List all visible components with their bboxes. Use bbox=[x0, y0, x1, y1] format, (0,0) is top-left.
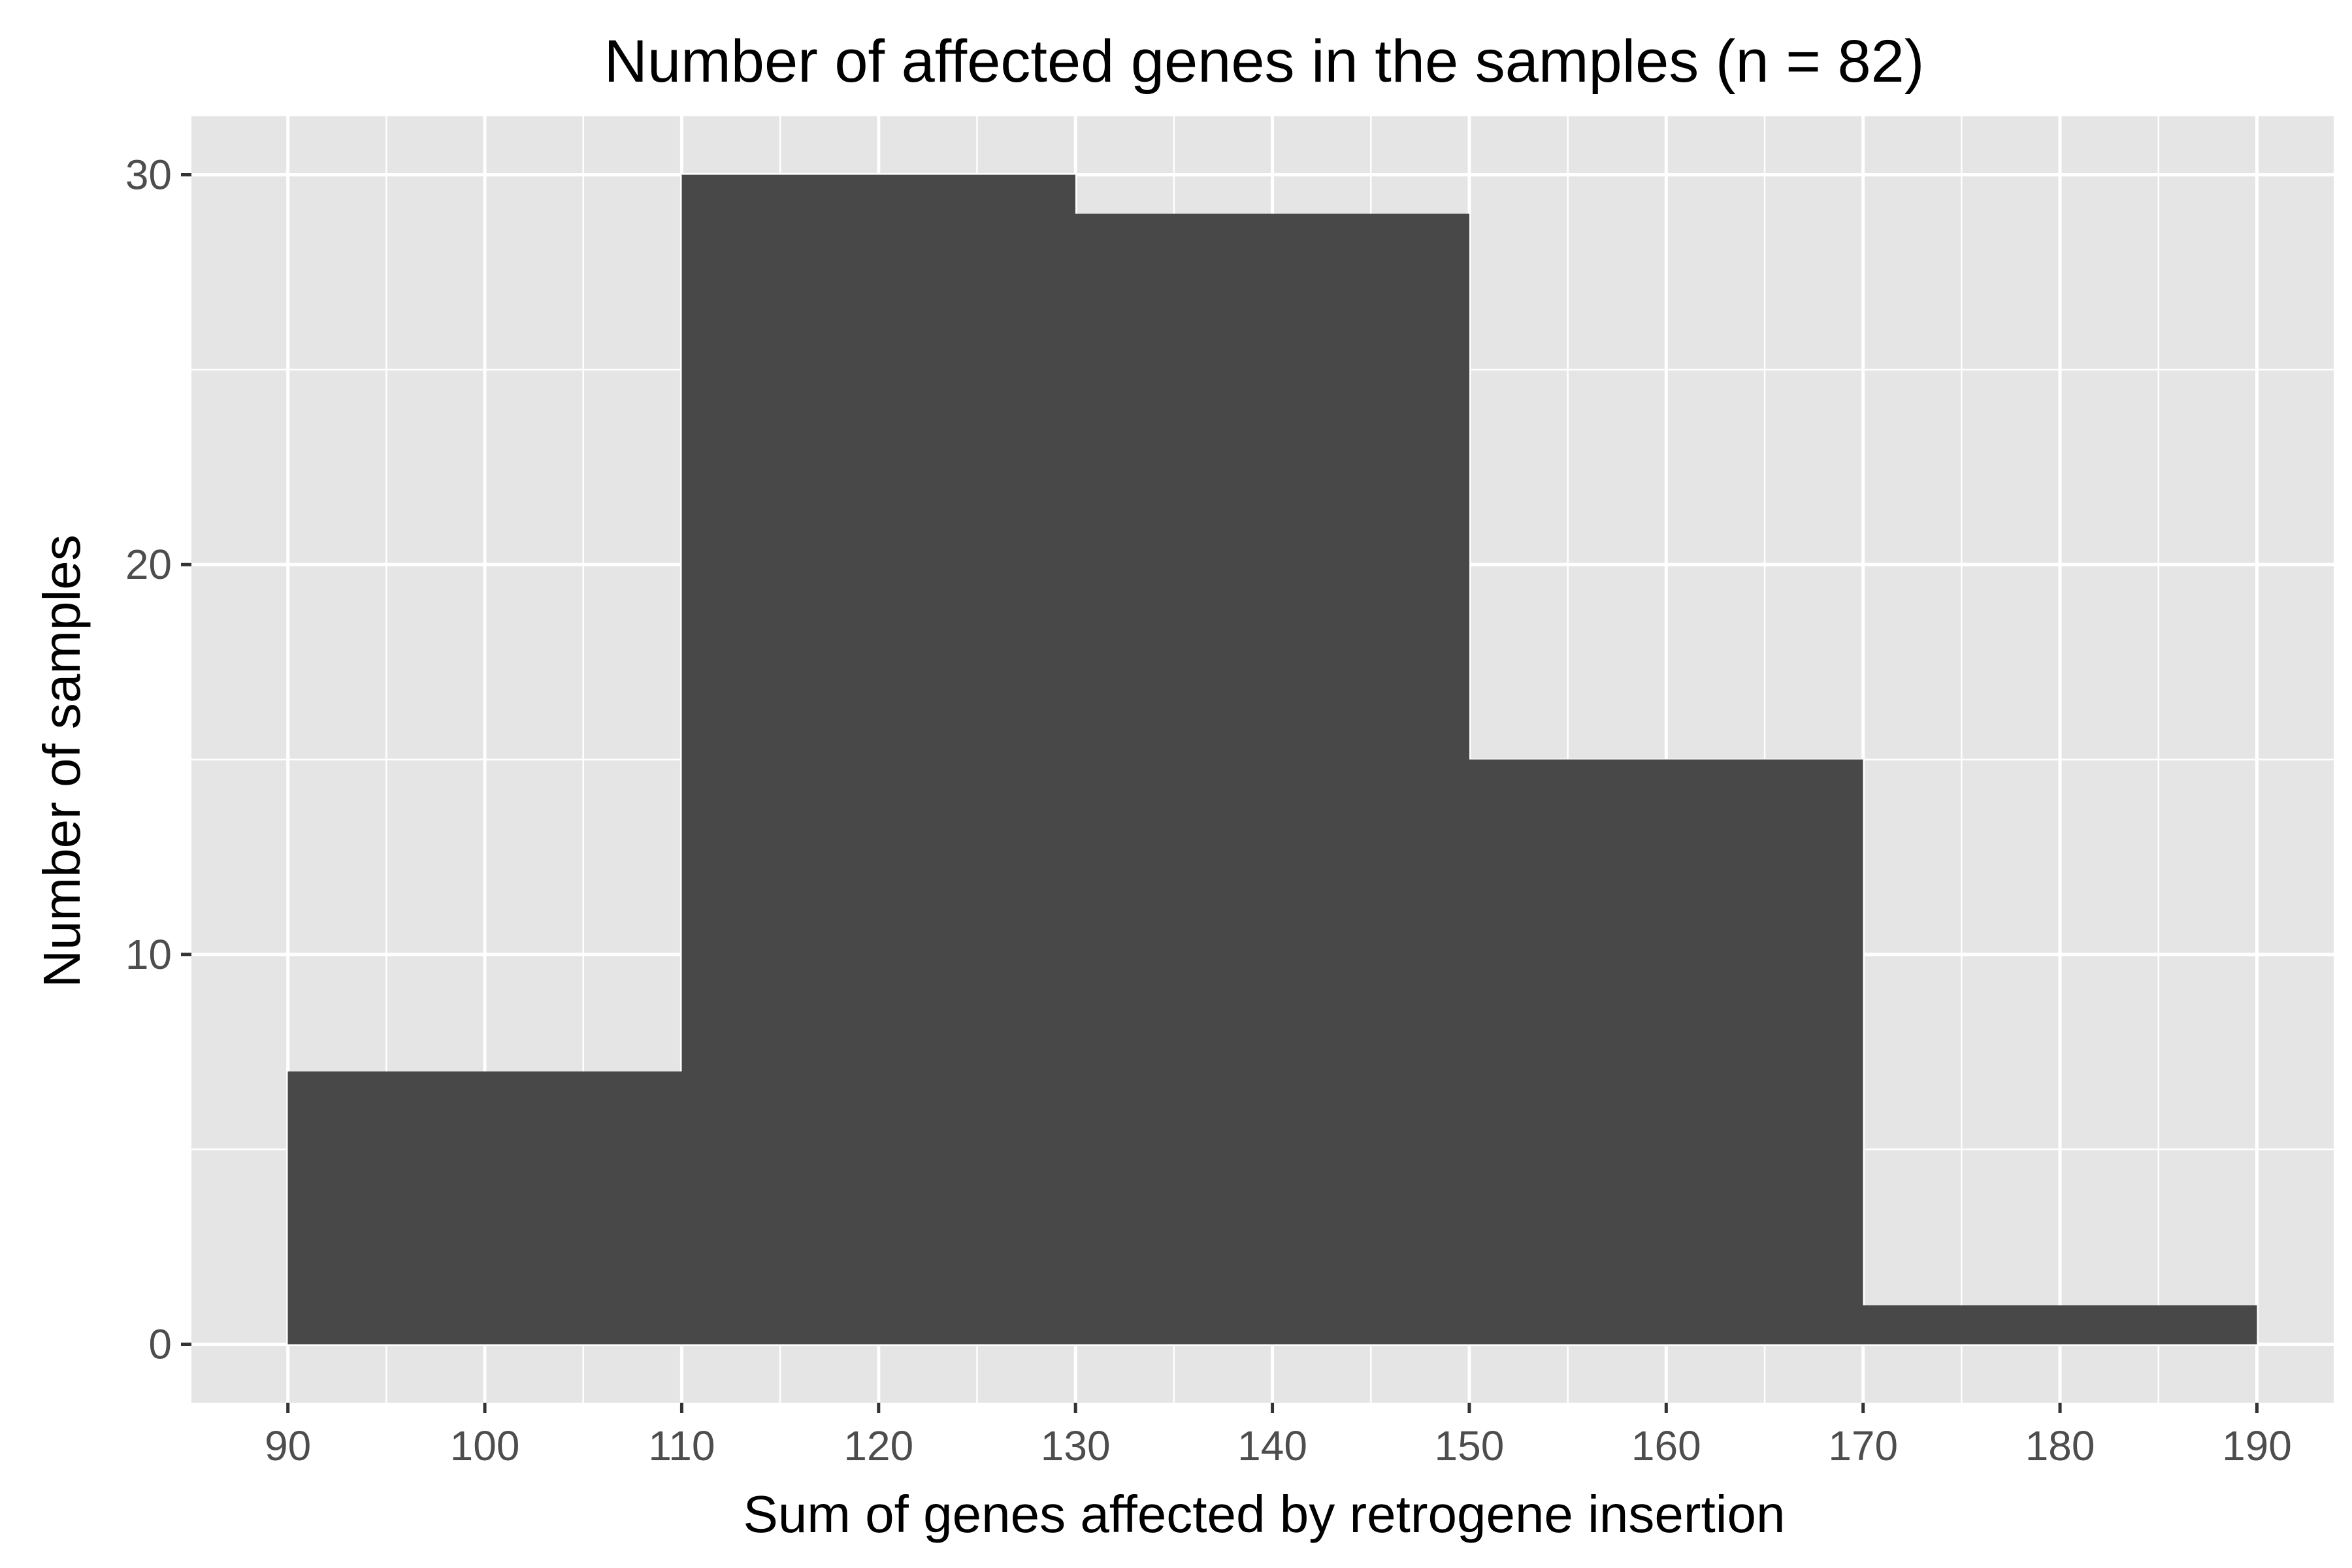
x-tick-label: 90 bbox=[265, 1422, 311, 1469]
x-tick-label: 130 bbox=[1041, 1422, 1111, 1469]
histogram-bar-2 bbox=[681, 174, 1076, 1345]
y-axis-label: Number of samples bbox=[33, 534, 91, 988]
x-tick-label: 190 bbox=[2222, 1422, 2292, 1469]
x-tick-label: 160 bbox=[1631, 1422, 1701, 1469]
x-tick-label: 120 bbox=[843, 1422, 913, 1469]
x-axis-label: Sum of genes affected by retrogene inser… bbox=[743, 1485, 1785, 1543]
histogram-bar-4 bbox=[1469, 759, 1863, 1345]
histogram-bar-3 bbox=[1075, 214, 1469, 1345]
x-axis-ticks: 90 100 110 120 130 140 150 160 170 180 190 bbox=[265, 1403, 2292, 1469]
x-tick-label: 150 bbox=[1435, 1422, 1505, 1469]
x-tick-label: 170 bbox=[1828, 1422, 1898, 1469]
x-tick-label: 180 bbox=[2025, 1422, 2095, 1469]
y-axis-ticks: 0 10 20 30 bbox=[125, 152, 191, 1368]
x-tick-label: 100 bbox=[450, 1422, 520, 1469]
chart-title: Number of affected genes in the samples … bbox=[604, 28, 1925, 95]
y-tick-label: 20 bbox=[125, 541, 172, 588]
histogram-bar-1 bbox=[287, 1071, 682, 1345]
histogram-bars bbox=[287, 174, 2257, 1345]
x-tick-label: 110 bbox=[648, 1422, 715, 1469]
y-tick-label: 0 bbox=[148, 1321, 172, 1368]
histogram-bar-5 bbox=[1863, 1305, 2257, 1345]
y-tick-label: 10 bbox=[125, 931, 172, 978]
y-tick-label: 30 bbox=[125, 152, 172, 199]
x-tick-label: 140 bbox=[1237, 1422, 1307, 1469]
